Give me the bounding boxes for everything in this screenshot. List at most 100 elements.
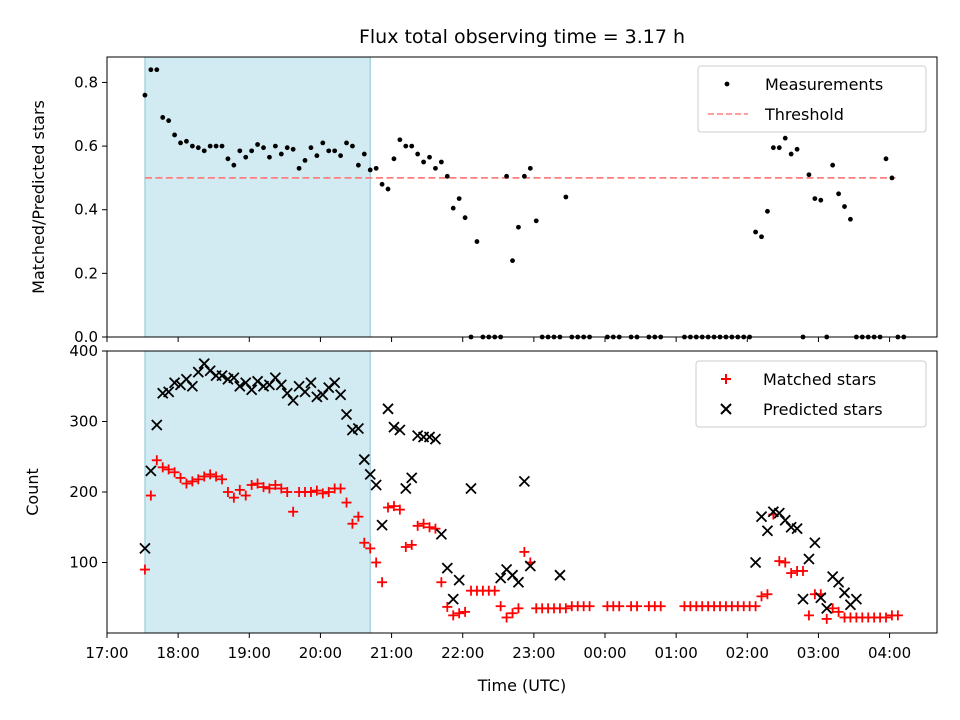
measurement-point [788,151,794,157]
measurement-point [314,153,320,159]
matched-star-point [234,484,245,495]
predicted-star-point [388,421,400,433]
matched-star-point [614,601,625,612]
predicted-star-point [299,386,311,398]
measurement-point [397,137,403,143]
predicted-star-point [755,511,768,523]
matched-star-point [519,546,530,557]
predicted-star-point [352,422,365,435]
measurement-point [344,140,349,146]
matched-star-point [377,577,388,588]
predicted-star-point [518,475,531,488]
predicted-star-point [453,574,465,586]
measurement-point [379,181,385,187]
bottom-y-axis-label: Count [23,468,42,516]
measurement-point [231,162,237,168]
x-tick-label: 00:00 [583,644,626,662]
matched-star-point [359,537,370,548]
predicted-star-point [329,377,341,389]
predicted-star-point [287,394,299,406]
predicted-star-point [151,419,163,431]
predicted-star-point [234,380,246,392]
matched-star-point [430,523,441,534]
matched-star-point [240,490,251,501]
y-tick-label: 200 [69,483,98,501]
measurement-point [272,143,278,149]
measurement-point [172,132,177,138]
measurement-point [782,135,788,141]
matched-star-point [288,506,299,517]
predicted-star-point [803,553,815,565]
matched-star-point [181,478,192,489]
measurement-point [320,140,326,146]
matched-star-point [495,601,506,612]
matched-star-point [187,476,198,487]
measurement-point [195,145,201,151]
measurement-point [415,151,421,157]
matched-star-point [406,539,417,550]
bottom-plot-area [139,350,903,634]
matched-star-point [655,601,666,612]
matched-star-point [756,591,767,602]
measurement-point [296,165,302,171]
measurement-point [776,145,782,151]
matched-star-point [205,469,216,480]
matched-star-point [394,504,405,515]
measurement-point [326,148,332,154]
matched-star-point [169,467,180,478]
measurement-point [812,196,818,201]
y-tick-label: 0.8 [74,73,98,91]
y-tick-label: 0.0 [74,328,98,346]
x-tick-label: 17:00 [85,644,128,662]
predicted-star-point [228,372,240,384]
predicted-star-point [275,379,287,391]
measurement-point [338,153,343,159]
measurement-point [355,162,361,168]
measurement-point [189,143,195,149]
measurement-point [385,186,391,192]
matched-star-point [412,520,423,531]
matched-star-point [193,474,204,485]
matched-star-point [258,482,269,493]
matched-star-point [833,606,844,617]
measurement-point [290,146,296,152]
top-legend: Measurements Threshold [697,65,927,133]
predicted-star-point [406,472,418,484]
matched-star-point [460,606,471,617]
matched-star-point [317,488,328,499]
measurement-point [237,148,243,154]
predicted-star-point [465,482,477,495]
matched-star-point [388,501,399,512]
matched-star-point [632,601,643,612]
predicted-star-point [441,562,453,574]
top-y-axis-label: Matched/Predicted stars [29,100,48,294]
bottom-panel: 100 200 300 400 17:00 18:00 19:00 20:00 21:00 22:… [23,342,938,695]
measurement-point [765,208,770,214]
x-tick-label: 21:00 [370,644,413,662]
measurement-point [302,158,308,163]
predicted-star-point [364,468,376,481]
measurement-point [213,143,219,149]
matched-star-point [211,471,222,482]
top-panel: 0.00.20.40.60.8 Matched/Predicted stars … [29,56,938,346]
legend-label-measurements: Measurements [765,75,883,94]
measurement-point [753,229,758,235]
legend-label-threshold: Threshold [764,105,844,124]
measurement-point [510,258,515,264]
matched-star-point [774,556,785,567]
predicted-star-point [838,587,851,599]
measurement-point [409,143,415,149]
measurement-point [438,159,444,165]
matched-star-point [400,541,411,552]
measurement-point [284,145,290,151]
measurement-point [842,204,847,209]
predicted-star-point [139,542,151,555]
predicted-star-point [163,386,175,398]
measurement-point [444,173,450,179]
predicted-star-point [370,479,382,491]
measurement-point [178,140,183,146]
predicted-star-point [524,560,536,572]
measurement-point [255,142,260,147]
measurement-point [883,156,889,162]
measurement-point [261,145,266,151]
